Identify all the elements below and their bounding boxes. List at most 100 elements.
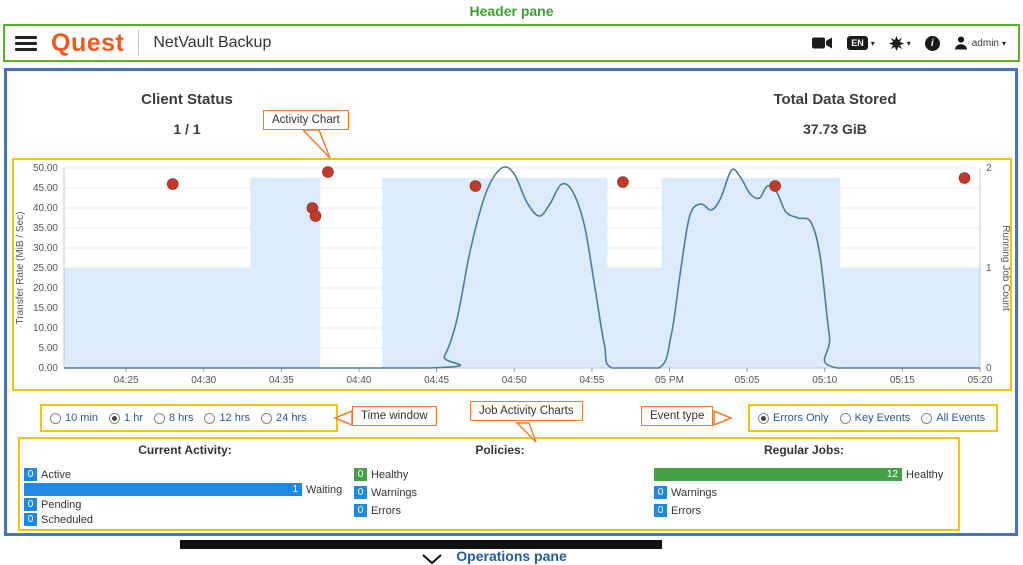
svg-text:04:25: 04:25 [114, 375, 139, 386]
svg-text:0: 0 [986, 363, 992, 374]
ops-column-regular-jobs: Regular Jobs: 12 Healthy 0 Warnings 0 Errors [650, 443, 958, 529]
radio-icon [758, 412, 769, 424]
svg-text:05:15: 05:15 [890, 375, 915, 386]
total-data-label: Total Data Stored [773, 91, 897, 108]
callout-activity-chart: Activity Chart [263, 110, 349, 130]
ops-label: Healthy [371, 468, 409, 481]
ops-column-title: Regular Jobs: [763, 443, 844, 457]
user-name: admin [971, 37, 999, 49]
info-glyph: i [924, 35, 940, 51]
radio-icon [154, 412, 165, 424]
time-window-option-1-hr[interactable]: 1 hr [109, 412, 143, 424]
ops-column-title: Policies: [475, 443, 525, 457]
ops-bar-healthy: 0 [354, 468, 367, 481]
starburst-icon [888, 35, 904, 51]
svg-text:2: 2 [986, 163, 992, 174]
radio-icon [921, 412, 933, 424]
ops-row-pending[interactable]: 0 Pending [24, 498, 346, 511]
radio-label: Errors Only [773, 412, 829, 424]
ops-bar-errors: 0 [354, 504, 367, 517]
svg-text:05:05: 05:05 [735, 375, 760, 386]
ops-bar-active: 0 [24, 468, 37, 481]
ops-bar-errors: 0 [654, 504, 667, 517]
language-badge: EN [847, 36, 868, 50]
user-icon [954, 36, 967, 50]
ops-label: Warnings [671, 486, 718, 499]
ops-label: Healthy [906, 468, 944, 481]
ops-column-current-activity: Current Activity: 0 Active 1 Waiting 0 Pending… [20, 443, 350, 529]
radio-label: 8 hrs [169, 412, 194, 424]
quest-logo: Quest [51, 28, 125, 57]
svg-text:1: 1 [986, 263, 992, 274]
svg-text:30.00: 30.00 [33, 243, 58, 254]
ops-row-healthy[interactable]: 0 Healthy [354, 468, 646, 481]
ops-bar-pending: 0 [24, 498, 37, 511]
radio-label: All Events [936, 412, 986, 424]
svg-text:15.00: 15.00 [33, 303, 58, 314]
svg-text:04:55: 04:55 [579, 375, 604, 386]
operations-pane: Current Activity: 0 Active 1 Waiting 0 Pending… [18, 437, 960, 531]
time-window-option-8-hrs[interactable]: 8 hrs [154, 412, 193, 424]
ops-label: Pending [41, 498, 82, 511]
client-status-value: 1 / 1 [173, 121, 201, 137]
event-type-option-key-events[interactable]: Key Events [839, 412, 911, 424]
header-pane-annotation: Header pane [469, 3, 554, 19]
ops-bar-healthy: 12 [654, 468, 902, 481]
ops-row-warnings[interactable]: 0 Warnings [354, 486, 646, 499]
total-data-summary: Total Data Stored 37.73 GiB [725, 91, 945, 137]
svg-text:05 PM: 05 PM [655, 375, 684, 386]
radio-icon [261, 412, 273, 424]
svg-text:05:20: 05:20 [967, 375, 992, 386]
radio-icon [839, 412, 851, 424]
activity-chart-panel: 0.00 5.00 10.00 15.00 20.00 25.00 30.00 35.00 40… [12, 158, 1012, 391]
ops-row-waiting[interactable]: 1 Waiting [24, 483, 346, 496]
ops-row-errors[interactable]: 0 Errors [354, 504, 646, 517]
ops-row-errors[interactable]: 0 Errors [654, 504, 954, 517]
divider [138, 30, 140, 56]
ops-label: Warnings [371, 486, 418, 499]
time-window-option-24-hrs[interactable]: 24 hrs [261, 412, 307, 424]
ops-label: Active [41, 468, 71, 481]
ops-column-title: Current Activity: [138, 443, 232, 457]
radio-label: Key Events [854, 412, 911, 424]
svg-text:45.00: 45.00 [33, 183, 58, 194]
client-status-summary: Client Status 1 / 1 [77, 91, 297, 137]
language-selector[interactable]: EN ▾ [847, 36, 875, 50]
svg-text:10.00: 10.00 [33, 323, 58, 334]
horizontal-scrollbar[interactable] [180, 540, 662, 549]
radio-icon [50, 412, 61, 424]
total-data-value: 37.73 GiB [803, 121, 867, 137]
svg-text:04:45: 04:45 [424, 375, 449, 386]
event-type-group: Errors Only Key Events All Events [748, 404, 998, 432]
svg-text:Transfer Rate (MiB / Sec): Transfer Rate (MiB / Sec) [15, 212, 26, 325]
ops-row-healthy[interactable]: 12 Healthy [654, 468, 954, 481]
callout-job-activity-charts: Job Activity Charts [470, 401, 583, 421]
event-type-option-errors-only[interactable]: Errors Only [758, 412, 829, 424]
event-type-option-all-events[interactable]: All Events [921, 412, 985, 424]
radio-icon [204, 412, 216, 424]
chevron-down-icon: ▾ [1001, 38, 1006, 48]
time-window-option-10-min[interactable]: 10 min [50, 412, 98, 424]
whats-new-icon[interactable]: ▾ [888, 35, 911, 51]
video-tutorials-icon[interactable] [812, 36, 833, 50]
menu-icon[interactable] [15, 33, 37, 54]
user-menu[interactable]: admin ▾ [954, 36, 1006, 50]
time-window-option-12-hrs[interactable]: 12 hrs [204, 412, 250, 424]
ops-row-warnings[interactable]: 0 Warnings [654, 486, 954, 499]
ops-bar-waiting: 1 [24, 483, 302, 496]
svg-text:35.00: 35.00 [33, 223, 58, 234]
activity-chart: 0.00 5.00 10.00 15.00 20.00 25.00 30.00 35.00 40… [15, 163, 1011, 386]
ops-row-active[interactable]: 0 Active [24, 468, 346, 481]
svg-text:50.00: 50.00 [33, 163, 58, 174]
ops-label: Scheduled [41, 513, 93, 526]
svg-text:0.00: 0.00 [39, 363, 59, 374]
ops-row-scheduled[interactable]: 0 Scheduled [24, 513, 346, 526]
info-icon[interactable]: i [924, 35, 940, 51]
callout-event-type: Event type [641, 406, 714, 426]
camcorder-icon [812, 37, 833, 49]
svg-text:20.00: 20.00 [33, 283, 58, 294]
app-title: NetVault Backup [153, 34, 272, 51]
callout-time-window: Time window [352, 406, 437, 426]
operations-pane-annotation: Operations pane [456, 548, 567, 564]
svg-text:5.00: 5.00 [39, 343, 59, 354]
